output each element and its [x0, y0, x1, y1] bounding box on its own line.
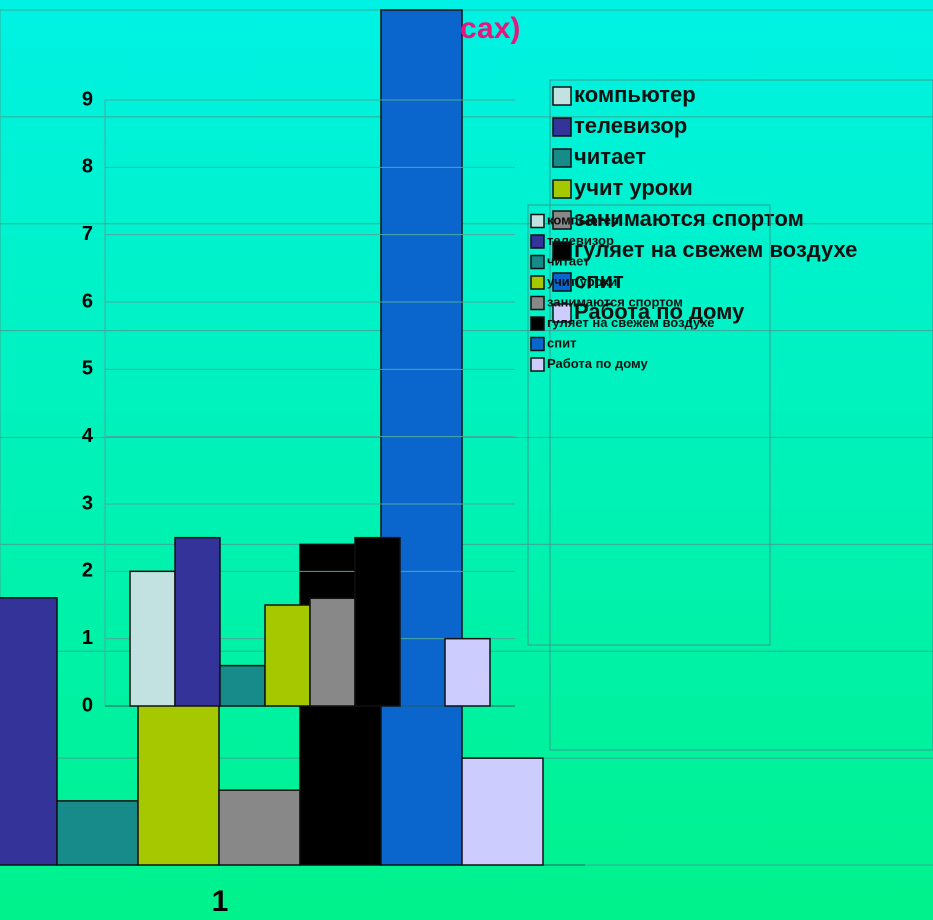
- legend-label: гуляет на свежем воздухе: [547, 315, 714, 330]
- legend-label: учит уроки: [574, 175, 693, 200]
- y-tick-label: 1: [82, 627, 93, 649]
- bar: [0, 597, 58, 866]
- legend-swatch: [552, 86, 572, 106]
- legend-swatch: [552, 148, 572, 168]
- legend-label: компьютер: [574, 82, 696, 107]
- legend-swatch: [530, 295, 545, 311]
- legend-label: Работа по дому: [547, 356, 648, 371]
- legend-label: занимаются спортом: [574, 206, 804, 231]
- legend-label: читает: [574, 144, 646, 169]
- legend-label: занимаются спортом: [547, 294, 683, 309]
- bar: [380, 9, 463, 866]
- bar: [129, 570, 176, 707]
- legend-label: телевизор: [574, 113, 687, 138]
- legend-swatch: [530, 234, 545, 249]
- legend-swatch: [530, 213, 545, 229]
- bar: [461, 757, 544, 866]
- bar: [218, 789, 301, 866]
- legend-label: спит: [547, 335, 576, 350]
- bar: [354, 536, 401, 707]
- legend-swatch: [552, 272, 572, 292]
- y-tick-label: 8: [82, 156, 93, 178]
- y-tick-label: 2: [82, 560, 93, 582]
- y-tick-label: 9: [82, 88, 93, 110]
- y-tick-label: 7: [82, 223, 93, 245]
- legend-label: учит уроки: [547, 274, 617, 289]
- legend-label: спит: [574, 268, 624, 293]
- legend-swatch: [530, 316, 545, 331]
- legend-label: читает: [547, 253, 590, 268]
- legend-swatch: [530, 254, 545, 270]
- legend-box: [527, 204, 771, 646]
- y-tick-label: 6: [82, 290, 93, 312]
- legend-box: [549, 79, 933, 751]
- bar: [309, 597, 356, 707]
- bar: [174, 536, 221, 707]
- y-tick-label: 4: [82, 425, 94, 447]
- legend-swatch: [530, 357, 545, 372]
- y-tick-label: 0: [82, 694, 93, 716]
- legend-swatch: [552, 241, 572, 261]
- legend-swatch: [552, 179, 572, 199]
- bar: [264, 604, 311, 707]
- bar: [219, 664, 266, 707]
- chart-title: сах): [460, 12, 520, 45]
- bar: [56, 800, 139, 866]
- bar: [137, 703, 220, 866]
- y-tick-label: 5: [82, 358, 93, 380]
- legend-label: гуляет на свежем воздухе: [574, 237, 857, 262]
- legend-swatch: [530, 275, 545, 290]
- legend-swatch: [552, 303, 572, 323]
- legend-label: Работа по дому: [574, 299, 745, 324]
- legend-swatch: [530, 336, 545, 352]
- legend-label: компьютер: [547, 212, 619, 227]
- x-tick-label: 1: [212, 885, 229, 918]
- bar: [444, 637, 491, 707]
- legend-swatch: [552, 210, 572, 230]
- legend-swatch: [552, 117, 572, 137]
- y-tick-label: 3: [82, 492, 93, 514]
- legend-label: телевизор: [547, 233, 614, 248]
